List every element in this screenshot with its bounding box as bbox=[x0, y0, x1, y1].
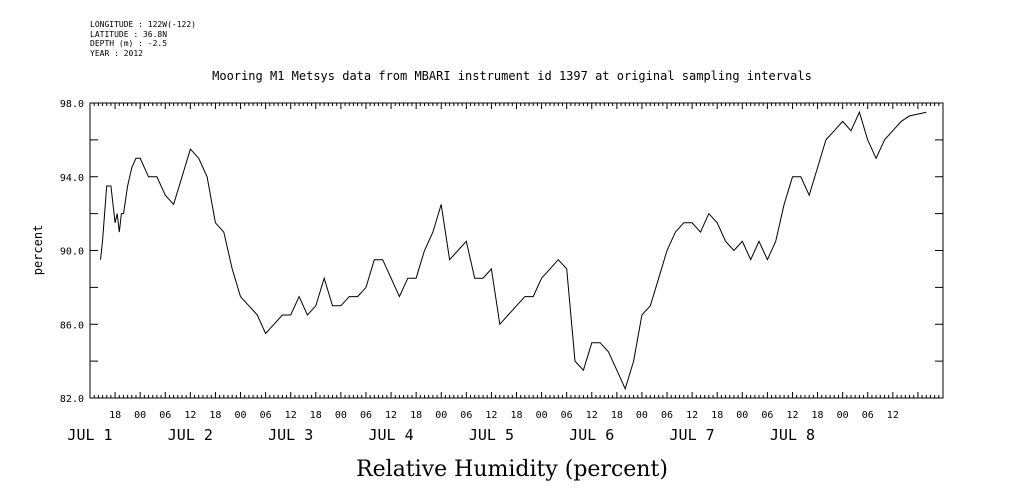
y-tick-label: 94.0 bbox=[60, 173, 84, 184]
x-tick-label: 12 bbox=[184, 410, 196, 421]
x-tick-label: 00 bbox=[435, 410, 447, 421]
x-tick-label: 00 bbox=[636, 410, 648, 421]
day-label: JUL 7 bbox=[670, 426, 715, 444]
x-tick-label: 00 bbox=[235, 410, 247, 421]
x-tick-labels: 18 00 06 12 18 00 06 12 18 00 06 12 18 00 06 12 18 00 06 12… bbox=[109, 410, 899, 421]
humidity-series-line bbox=[100, 110, 927, 391]
year-label: YEAR : 2012 bbox=[90, 48, 143, 58]
x-tick-label: 06 bbox=[260, 410, 272, 421]
x-tick-label: 18 bbox=[510, 410, 522, 421]
x-tick-label: 00 bbox=[335, 410, 347, 421]
x-tick-label: 06 bbox=[661, 410, 673, 421]
x-tick-label: 18 bbox=[711, 410, 723, 421]
x-tick-label: 06 bbox=[862, 410, 874, 421]
x-tick-label: 06 bbox=[360, 410, 372, 421]
x-tick-label: 00 bbox=[536, 410, 548, 421]
day-labels: JUL 1 JUL 2 JUL 3 JUL 4 JUL 5 JUL 6 JUL 7 JUL 8 bbox=[67, 426, 815, 444]
x-tick-label: 18 bbox=[310, 410, 322, 421]
longitude-label: LONGITUDE : 122W(-122) bbox=[90, 20, 196, 29]
x-tick-label: 18 bbox=[410, 410, 422, 421]
x-tick-label: 00 bbox=[837, 410, 849, 421]
metadata-header: LONGITUDE : 122W(-122) LATITUDE : 36.8N … bbox=[90, 20, 196, 58]
day-label: JUL 6 bbox=[569, 426, 614, 444]
day-label: JUL 3 bbox=[268, 426, 313, 444]
x-tick-label: 00 bbox=[134, 410, 146, 421]
axis-ticks bbox=[89, 102, 944, 399]
x-tick-label: 12 bbox=[686, 410, 698, 421]
plot-frame bbox=[89, 102, 944, 399]
chart-title: Mooring M1 Metsys data from MBARI instru… bbox=[212, 69, 812, 83]
depth-label: DEPTH (m) : -2.5 bbox=[90, 39, 168, 48]
day-label: JUL 2 bbox=[168, 426, 213, 444]
day-label: JUL 8 bbox=[770, 426, 815, 444]
x-tick-label: 18 bbox=[812, 410, 824, 421]
y-tick-label: 98.0 bbox=[60, 99, 84, 110]
x-tick-label: 00 bbox=[736, 410, 748, 421]
day-label: JUL 1 bbox=[67, 426, 112, 444]
x-tick-label: 12 bbox=[786, 410, 798, 421]
x-tick-label: 06 bbox=[761, 410, 773, 421]
y-tick-label: 82.0 bbox=[60, 394, 84, 405]
x-tick-label: 06 bbox=[460, 410, 472, 421]
y-tick-labels: 82.0 86.0 90.0 94.0 98.0 bbox=[60, 99, 84, 405]
x-tick-label: 18 bbox=[109, 410, 121, 421]
latitude-label: LATITUDE : 36.8N bbox=[90, 29, 168, 39]
x-tick-label: 12 bbox=[485, 410, 497, 421]
y-tick-label: 90.0 bbox=[60, 247, 84, 258]
y-axis-label: percent bbox=[31, 225, 45, 276]
x-tick-label: 06 bbox=[159, 410, 171, 421]
x-tick-label: 18 bbox=[611, 410, 623, 421]
x-tick-label: 06 bbox=[561, 410, 573, 421]
x-tick-label: 12 bbox=[586, 410, 598, 421]
x-axis-label: Relative Humidity (percent) bbox=[356, 457, 668, 482]
x-tick-label: 12 bbox=[285, 410, 297, 421]
day-label: JUL 4 bbox=[368, 426, 413, 444]
y-tick-label: 86.0 bbox=[60, 320, 84, 331]
day-label: JUL 5 bbox=[469, 426, 514, 444]
x-tick-label: 12 bbox=[887, 410, 899, 421]
x-tick-label: 12 bbox=[385, 410, 397, 421]
x-tick-label: 18 bbox=[209, 410, 221, 421]
